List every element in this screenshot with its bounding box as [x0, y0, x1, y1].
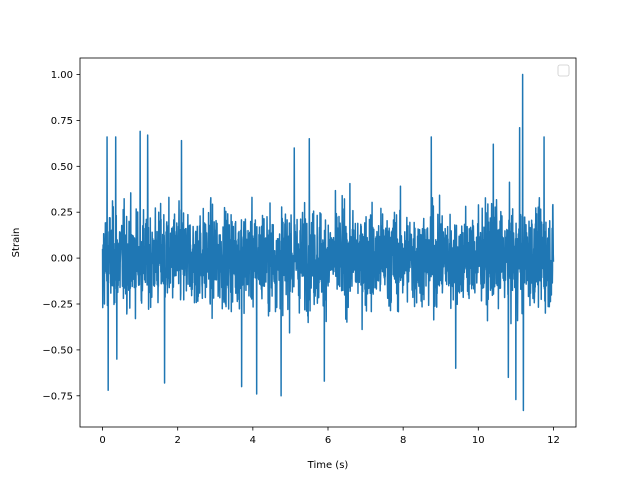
y-tick-label: −0.75 — [42, 391, 73, 402]
x-tick-label: 2 — [175, 435, 181, 446]
x-axis-label: Time (s) — [307, 460, 349, 471]
ticks: 0 2 4 6 8 10 12 −0.75 −0.50 −0.25 0.00 0.25 0.50 0.75… — [42, 70, 559, 446]
x-tick-label: 0 — [99, 435, 105, 446]
x-tick-label: 8 — [400, 435, 406, 446]
y-tick-label: 0.25 — [51, 208, 73, 219]
x-tick-label: 4 — [250, 435, 256, 446]
y-tick-label: 0.00 — [51, 254, 73, 265]
y-tick-label: 0.75 — [51, 116, 73, 127]
axes-frame — [79, 57, 577, 428]
y-tick-label: 1.00 — [51, 70, 73, 81]
series-line — [101, 73, 555, 412]
x-tick-label: 12 — [547, 435, 560, 446]
y-axis-label: Strain — [11, 228, 22, 258]
x-tick-label: 6 — [325, 435, 331, 446]
y-tick-label: 0.50 — [51, 162, 73, 173]
x-tick-label: 10 — [472, 435, 485, 446]
y-tick-label: −0.50 — [42, 345, 73, 356]
legend-box — [557, 64, 570, 77]
plot-content — [101, 73, 555, 412]
y-tick-label: −0.25 — [42, 300, 73, 311]
